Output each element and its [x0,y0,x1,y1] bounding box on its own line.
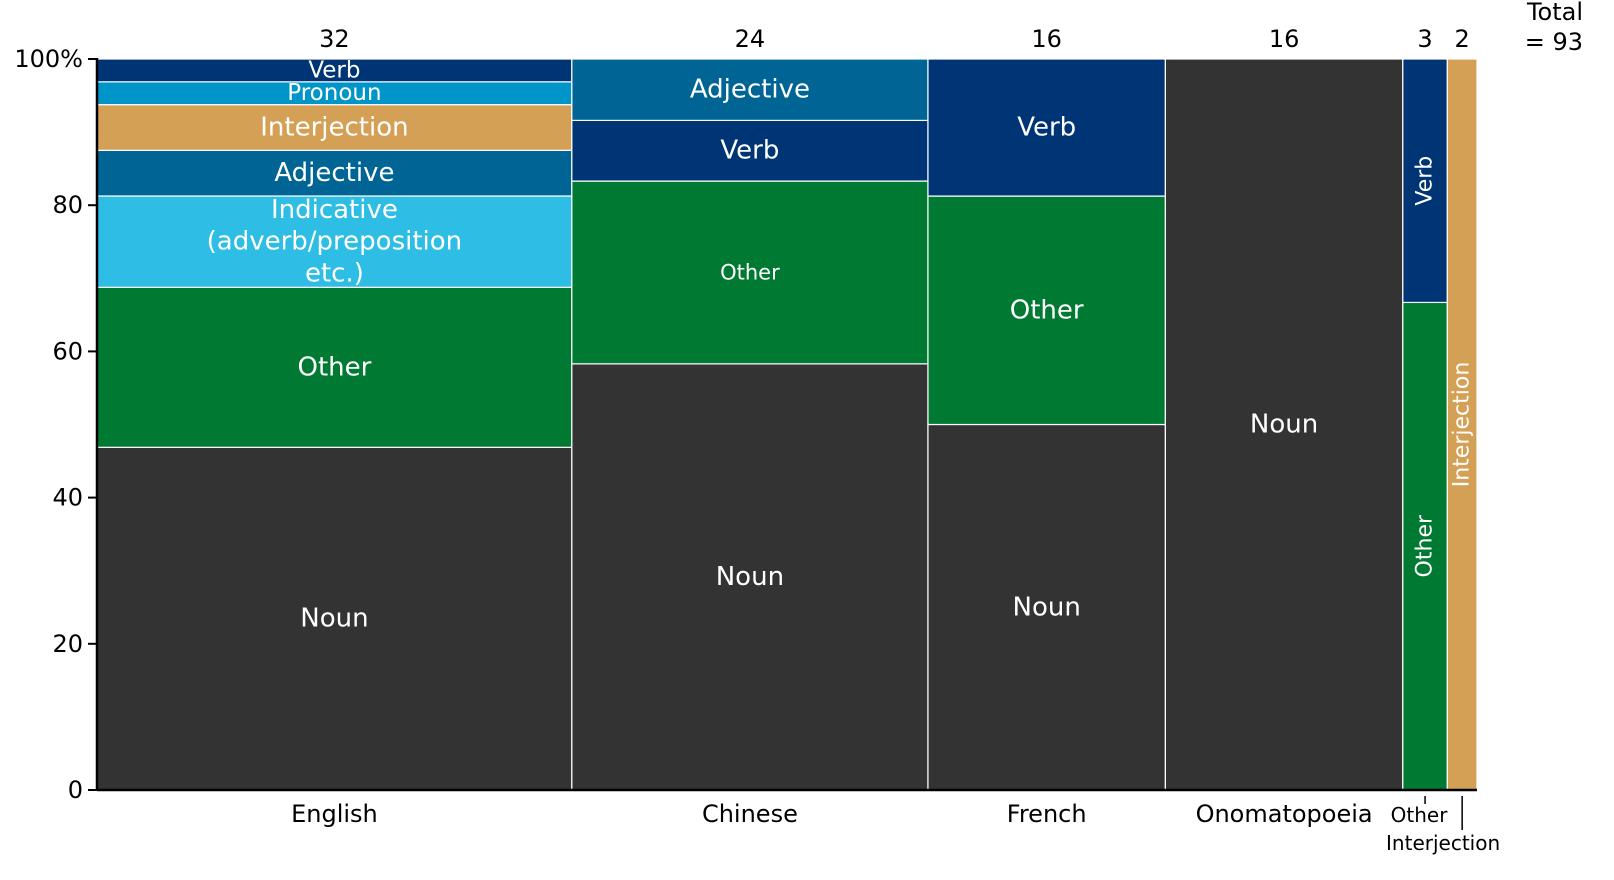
column-onomatopoeia [1164,58,1404,791]
segment-label-line: Other [720,260,780,284]
segment-interjection-interjection [1446,58,1478,791]
category-label-onomatopoeia: Onomatopoeia [1196,800,1373,828]
y-tick-label-60: 60 [52,337,83,365]
segment-chinese-other [571,180,929,365]
segment-label-english-adjective: Adjective [274,158,394,188]
segment-french-other [927,195,1166,426]
count-label-french: 16 [1031,25,1062,53]
segment-label-english-noun: Noun [300,604,368,634]
column-other [1402,58,1448,791]
segment-label-line: Adjective [690,75,810,105]
segment-chinese-adjective [571,58,929,122]
count-label-chinese: 24 [735,25,766,53]
segment-label-line: Noun [1013,592,1081,622]
segment-label-line: Verb [308,57,360,83]
count-label-onomatopoeia: 16 [1269,25,1300,53]
segment-label-french-other: Other [1010,295,1084,325]
y-tick-label-20: 20 [52,630,83,658]
segment-label-line: Noun [1250,410,1318,440]
y-tick-label-80: 80 [52,191,83,219]
count-label-interjection: 2 [1455,25,1470,53]
segment-onomatopoeia-noun [1164,58,1404,791]
segment-label-english-pronoun: Pronoun [287,80,381,106]
segment-label-line: Pronoun [287,80,381,106]
segment-label-chinese-adjective: Adjective [690,75,810,105]
segment-label-chinese-other: Other [720,260,780,284]
segment-label-line: Noun [300,604,368,634]
segment-label-line: Indicative [271,195,398,225]
axes-layer: 0 20 40 60 80 100% [14,45,1477,830]
total-label: Total = 93 [1525,0,1583,56]
segment-label-line: Adjective [274,158,394,188]
segment-label-english-verb: Verb [308,57,360,83]
segment-label-french-noun: Noun [1013,592,1081,622]
total-label-line-2: = 93 [1525,28,1583,56]
segment-label-other-other: Other [1413,514,1438,577]
segment-label-english-other: Other [298,352,372,382]
segment-label-other-verb: Verb [1413,156,1438,206]
segments-layer [96,58,1478,791]
category-label-english: English [291,800,378,828]
segment-label-chinese-noun: Noun [716,562,784,592]
column-english [96,58,573,791]
segment-label-line: Verb [720,136,779,166]
segment-english-other [96,286,573,448]
y-tick-label-40: 40 [52,484,83,512]
category-label-other: Other [1391,803,1449,827]
segment-chinese-verb [571,119,929,182]
segment-english-adjective [96,149,573,197]
column-chinese [571,58,929,791]
total-label-line-1: Total [1526,0,1583,26]
column-interjection [1446,58,1478,791]
segment-label-chinese-verb: Verb [720,136,779,166]
segment-label-english-indicative-adverb-preposition-etc: Indicative (adverb/preposition etc.) [207,195,463,288]
segment-chinese-noun [571,363,929,791]
segment-french-verb [927,58,1166,197]
segment-english-noun [96,446,573,791]
segment-label-line: etc.) [305,258,364,288]
segment-label-interjection-interjection: Interjection [1450,362,1475,488]
labels-layer: Noun Other Indicative (adverb/preposition et… [207,25,1501,855]
segment-label-onomatopoeia-noun: Noun [1250,410,1318,440]
segment-label-french-verb: Verb [1017,113,1076,143]
segment-other-other [1402,301,1448,791]
segment-label-line: Noun [716,562,784,592]
segment-label-line: Interjection [260,112,408,142]
y-tick-label-100: 100% [14,45,83,73]
segment-label-line: Verb [1017,113,1076,143]
category-label-interjection: Interjection [1386,831,1500,855]
count-label-other: 3 [1417,25,1432,53]
column-french [927,58,1166,791]
segment-french-noun [927,423,1166,791]
category-label-french: French [1007,800,1087,828]
count-label-english: 32 [319,25,350,53]
segment-english-interjection [96,104,573,151]
category-label-chinese: Chinese [702,800,798,828]
segment-label-line: (adverb/preposition [207,227,463,257]
segment-label-line: Other [298,352,372,382]
y-tick-label-0: 0 [68,776,83,804]
segment-label-line: Other [1010,295,1084,325]
segment-label-english-interjection: Interjection [260,112,408,142]
